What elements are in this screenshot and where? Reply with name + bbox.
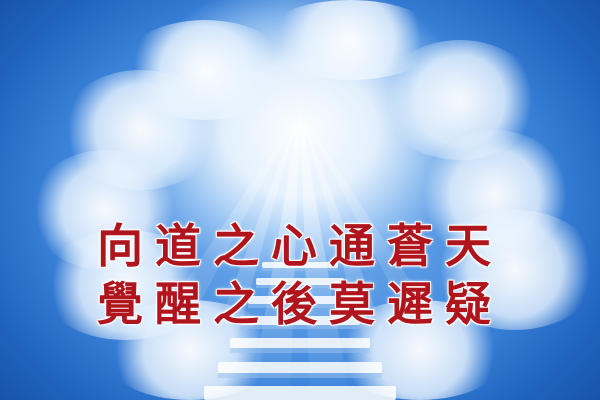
calligraphy-line-2: 覺醒之後莫遲疑 [97, 277, 503, 331]
calligraphy-line-1: 向道之心通蒼天 [97, 219, 503, 273]
